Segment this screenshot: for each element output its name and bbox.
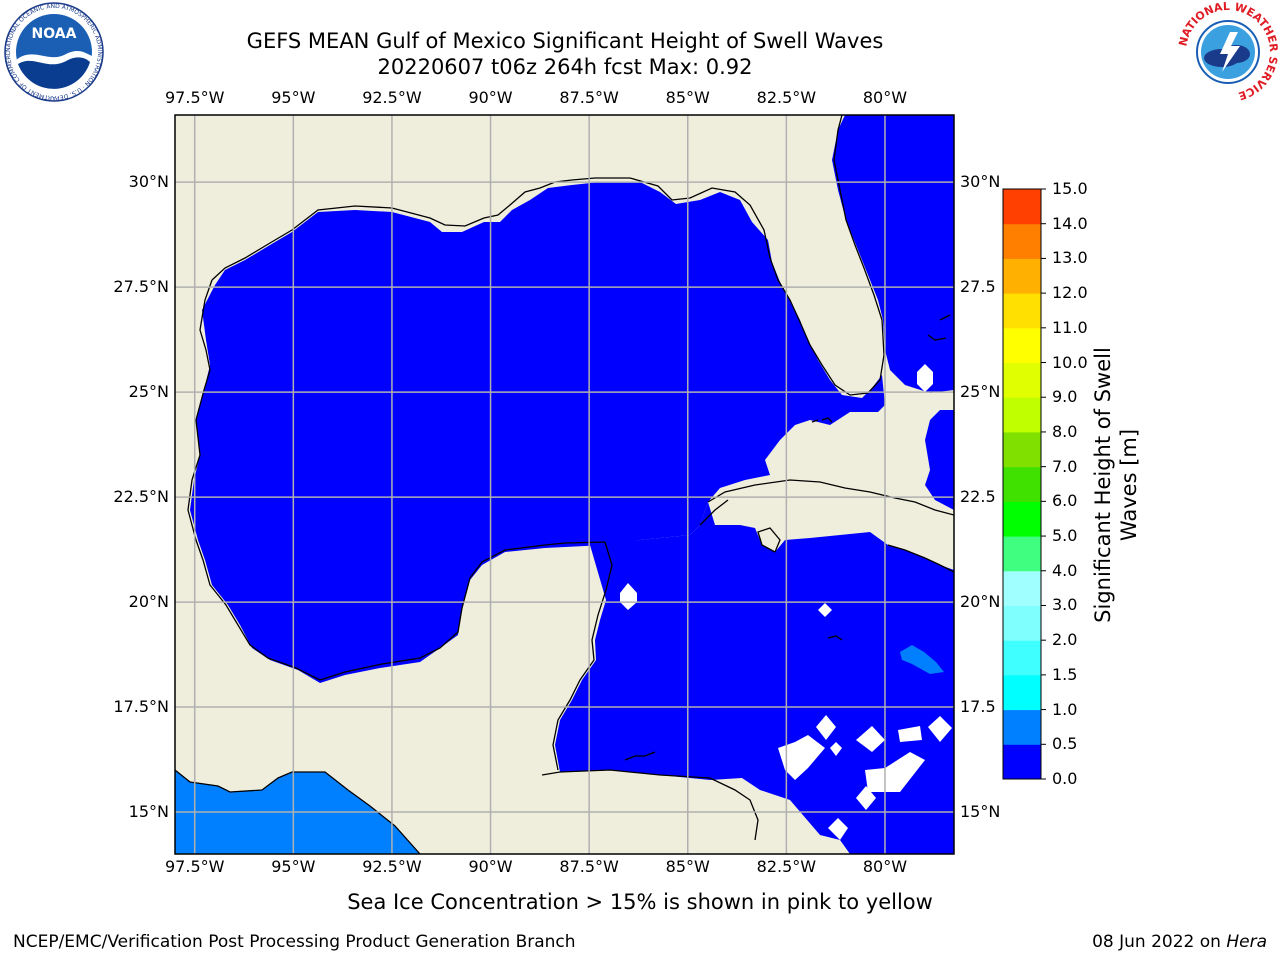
mask-patch: [865, 752, 925, 792]
colorbar-tick-label: 10.0: [1052, 352, 1088, 372]
credit-text: NCEP/EMC/Verification Post Processing Pr…: [13, 932, 576, 952]
lon-tick-label-bottom: 97.5°W: [164, 857, 225, 876]
colorbar-tick-label: 4.0: [1052, 560, 1078, 580]
mask-patch: [856, 726, 885, 752]
lat-tick-label-right: 30°N: [960, 172, 1001, 192]
lon-tick-label-bottom: 92.5°W: [362, 857, 422, 876]
mask-patch: [917, 364, 933, 392]
colorbar-segment: [1003, 223, 1041, 259]
colorbar-segment: [1003, 674, 1041, 711]
colorbar-segment: [1003, 570, 1041, 606]
noaa-logo: NATIONAL OCEANIC AND ATMOSPHERIC ADMINIS…: [4, 2, 104, 102]
colorbar-tick-label: 7.0: [1052, 456, 1078, 476]
colorbar-segment: [1003, 501, 1041, 537]
mask-patch: [620, 583, 637, 610]
colorbar-segment: [1003, 744, 1041, 780]
colorbar-tick-label: 14.0: [1052, 213, 1088, 233]
ocean-atlantic: [832, 115, 954, 510]
colorbar-segment: [1003, 362, 1041, 398]
colorbar-segment: [1003, 189, 1041, 225]
lat-tick-label-right: 25°N: [960, 382, 1001, 402]
gridlines: [175, 115, 954, 854]
lat-tick-label-left: 30°N: [128, 172, 169, 192]
lat-tick-label-right: 20°N: [960, 592, 1001, 612]
mask-patch: [898, 726, 922, 742]
lon-tick-label-bottom: 95°W: [271, 857, 316, 876]
lat-tick-label-left: 20°N: [128, 592, 169, 612]
lat-tick-label-left: 25°N: [128, 382, 169, 402]
colorbar-tick-label: 8.0: [1052, 421, 1078, 441]
colorbar: [1003, 189, 1041, 780]
colorbar-tick-label: 13.0: [1052, 248, 1088, 268]
colorbar-segment: [1003, 258, 1041, 294]
lat-tick-label-right: 17.5: [960, 697, 996, 717]
colorbar-segment: [1003, 605, 1041, 641]
lat-tick-label-right: 15°N: [960, 802, 1001, 821]
colorbar-segment: [1003, 327, 1041, 364]
ocean-gulf: [190, 182, 885, 683]
colorbar-segment: [1003, 640, 1041, 676]
colorbar-tick-label: 0.5: [1052, 734, 1078, 754]
lon-tick-label-top: 82.5°W: [756, 88, 817, 107]
colorbar-tick-label: 12.0: [1052, 283, 1088, 303]
colorbar-tick-label: 11.0: [1052, 317, 1088, 337]
colorbar-segment: [1003, 709, 1041, 745]
colorbar-tick-label: 2.0: [1052, 630, 1078, 650]
mask-patch: [928, 716, 952, 742]
colorbar-segment: [1003, 293, 1041, 329]
lat-tick-label-left: 27.5°N: [113, 277, 169, 297]
lon-tick-label-top: 92.5°W: [362, 88, 422, 107]
lon-tick-label-top: 80°W: [862, 88, 908, 107]
nws-logo: NATIONAL WEATHER SERVICE: [1178, 2, 1278, 102]
mask-patch: [830, 742, 842, 756]
mask-patch: [816, 715, 836, 740]
mask-patch: [818, 603, 832, 617]
lon-tick-label-bottom: 90°W: [468, 857, 513, 876]
mask-patch: [778, 735, 825, 780]
colorbar-segment: [1003, 466, 1041, 502]
colorbar-segment: [1003, 431, 1041, 468]
date-stamp: 08 Jun 2022 on Hera: [1092, 932, 1267, 952]
colorbar-tick-label: 5.0: [1052, 526, 1078, 546]
colorbar-tick-label: 0.0: [1052, 769, 1078, 788]
lat-tick-label-left: 15°N: [128, 802, 169, 821]
coastlines: [175, 115, 954, 854]
map-frame: [174, 114, 955, 855]
lat-tick-label-right: 22.5: [960, 487, 996, 507]
colorbar-segment: [1003, 536, 1041, 572]
colorbar-tick-label: 6.0: [1052, 491, 1078, 511]
lon-tick-label-bottom: 82.5°W: [756, 857, 817, 876]
chart-subtitle-forecast: 20220607 t06z 264h fcst Max: 0.92: [377, 55, 753, 79]
lon-tick-label-top: 95°W: [271, 88, 316, 107]
lon-tick-label-bottom: 80°W: [862, 857, 908, 876]
swell-region-caribbean: [900, 645, 944, 674]
colorbar-tick-label: 1.5: [1052, 664, 1078, 684]
lat-tick-label-left: 17.5°N: [113, 697, 169, 717]
colorbar-segment: [1003, 397, 1041, 433]
mask-patch: [856, 786, 876, 810]
colorbar-label: Significant Height of Swell Waves [m]: [1091, 347, 1141, 623]
lat-tick-label-left: 22.5°N: [113, 487, 169, 507]
lon-tick-label-bottom: 85°W: [665, 857, 710, 876]
colorbar-tick-label: 9.0: [1052, 387, 1078, 407]
lon-tick-label-top: 97.5°W: [164, 88, 225, 107]
lon-tick-label-bottom: 87.5°W: [559, 857, 619, 876]
sea-ice-note: Sea Ice Concentration > 15% is shown in …: [347, 890, 933, 914]
colorbar-tick-label: 1.0: [1052, 699, 1078, 719]
ocean-caribbean: [555, 502, 954, 854]
svg-text:NOAA: NOAA: [32, 26, 77, 42]
colorbar-frame: [1002, 188, 1042, 780]
chart-title: GEFS MEAN Gulf of Mexico Significant Hei…: [246, 29, 884, 53]
mask-patch: [828, 818, 848, 840]
lon-tick-label-top: 90°W: [468, 88, 513, 107]
colorbar-tick-label: 15.0: [1052, 179, 1088, 198]
lat-tick-label-right: 27.5: [960, 277, 996, 297]
lon-tick-label-top: 85°W: [665, 88, 710, 107]
colorbar-tick-label: 3.0: [1052, 595, 1078, 615]
colorbar-ticks: [1041, 188, 1046, 780]
lon-tick-label-top: 87.5°W: [559, 88, 619, 107]
